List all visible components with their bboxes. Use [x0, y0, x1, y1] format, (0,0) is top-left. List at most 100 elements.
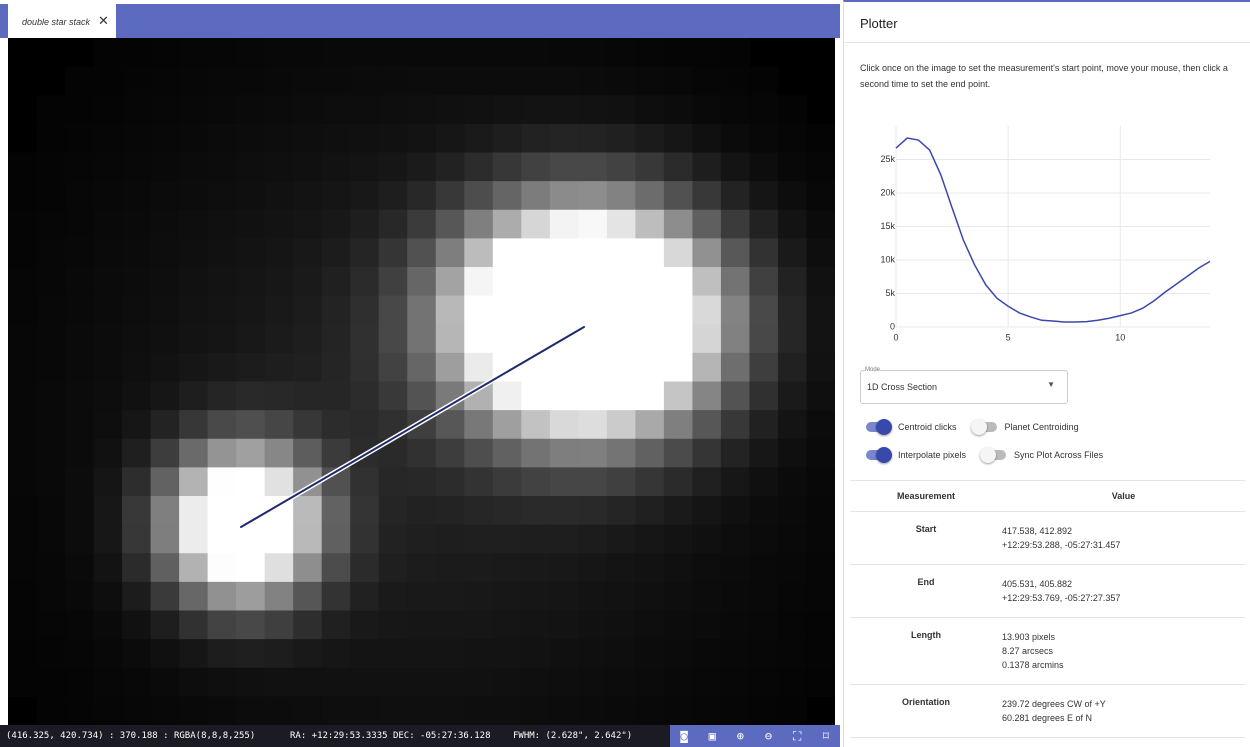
image-pixel — [664, 210, 693, 239]
dropdown-arrow: ▼ — [1047, 380, 1055, 389]
toggle[interactable]: Centroid clicks — [866, 413, 957, 441]
image-pixel — [379, 639, 408, 668]
image-pixel — [607, 353, 636, 382]
image-pixel — [94, 467, 123, 496]
fit-button[interactable]: ⛶ — [793, 725, 801, 747]
image-pixel — [179, 696, 208, 725]
image-pixel — [265, 95, 294, 124]
image-pixel — [236, 95, 265, 124]
image-pixel — [778, 324, 807, 353]
image-pixel — [436, 153, 465, 182]
image-pixel — [521, 210, 550, 239]
image-pixel — [464, 611, 493, 640]
y-tick-label: 20k — [880, 187, 895, 197]
toggle-knob — [876, 419, 892, 435]
image-pixel — [664, 467, 693, 496]
image-pixel — [578, 181, 607, 210]
image-pixel — [749, 467, 778, 496]
image-pixel — [521, 410, 550, 439]
image-pixel — [607, 124, 636, 153]
image-pixel — [550, 210, 579, 239]
toggle[interactable]: Sync Plot Across Files — [982, 441, 1103, 469]
image-pixel — [151, 525, 180, 554]
image-pixel — [664, 439, 693, 468]
image-button[interactable]: ▣ — [709, 725, 716, 747]
mode-select[interactable]: Mode 1D Cross Section ▼ — [860, 370, 1068, 404]
image-pixel — [208, 496, 237, 525]
tab-title: double star stack — [22, 17, 90, 27]
image-pixel — [436, 696, 465, 725]
image-pixel — [94, 553, 123, 582]
image-pixel — [692, 582, 721, 611]
image-pixel — [350, 296, 379, 325]
image-pixel — [578, 525, 607, 554]
image-pixel — [607, 525, 636, 554]
image-pixel — [436, 124, 465, 153]
image-pixel — [350, 382, 379, 411]
image-pixel — [208, 67, 237, 96]
reset-button[interactable]: ⌑ — [822, 725, 829, 747]
image-pixel — [692, 410, 721, 439]
image-pixel — [436, 439, 465, 468]
snapshot-button[interactable]: ◙ — [680, 725, 687, 747]
image-pixel — [721, 639, 750, 668]
tab[interactable]: double star stack ✕ — [8, 4, 116, 38]
image-pixel — [407, 382, 436, 411]
image-pixel — [721, 38, 750, 67]
image-pixel — [493, 324, 522, 353]
image-pixel — [664, 382, 693, 411]
image-pixel — [94, 181, 123, 210]
image-pixel — [236, 267, 265, 296]
image-pixel — [521, 267, 550, 296]
image-pixel — [379, 467, 408, 496]
image-pixel — [464, 467, 493, 496]
image-pixel — [692, 668, 721, 697]
image-pixel — [151, 553, 180, 582]
image-pixel — [265, 525, 294, 554]
image-pixel — [94, 696, 123, 725]
image-pixel — [293, 124, 322, 153]
image-pixel — [265, 439, 294, 468]
image-pixel — [550, 267, 579, 296]
image-pixel — [265, 238, 294, 267]
image-pixel — [293, 439, 322, 468]
image-pixel — [692, 324, 721, 353]
image-pixel — [550, 410, 579, 439]
image-pixel — [208, 467, 237, 496]
toggle[interactable]: Planet Centroiding — [973, 413, 1079, 441]
image-pixel — [265, 210, 294, 239]
image-pixel — [65, 467, 94, 496]
image-pixel — [749, 668, 778, 697]
toggle-label: Centroid clicks — [898, 422, 957, 432]
image-pixel — [94, 210, 123, 239]
image-pixel — [664, 611, 693, 640]
image-pixel — [778, 382, 807, 411]
image-pixel — [407, 467, 436, 496]
toggle-knob — [876, 447, 892, 463]
image-pixel — [407, 210, 436, 239]
image-pixel — [778, 496, 807, 525]
image-pixel — [8, 668, 37, 697]
close-icon[interactable]: ✕ — [98, 13, 109, 28]
image-pixel — [293, 67, 322, 96]
image-pixel — [664, 353, 693, 382]
image-pixel — [721, 238, 750, 267]
image-pixel — [236, 124, 265, 153]
image-pixel — [179, 668, 208, 697]
image-pixel — [806, 525, 835, 554]
image-pixel — [65, 382, 94, 411]
zoom-out-button[interactable]: ⊖ — [765, 725, 772, 747]
image-pixel — [635, 38, 664, 67]
zoom-in-button[interactable]: ⊕ — [737, 725, 744, 747]
toggle[interactable]: Interpolate pixels — [866, 441, 966, 469]
image-pixel — [208, 267, 237, 296]
image-pixel — [607, 296, 636, 325]
image-pixel — [664, 668, 693, 697]
image-pixel — [350, 668, 379, 697]
image-pixel — [350, 238, 379, 267]
tab-bar — [0, 4, 840, 38]
image-view[interactable] — [8, 38, 835, 725]
image-pixel — [721, 553, 750, 582]
